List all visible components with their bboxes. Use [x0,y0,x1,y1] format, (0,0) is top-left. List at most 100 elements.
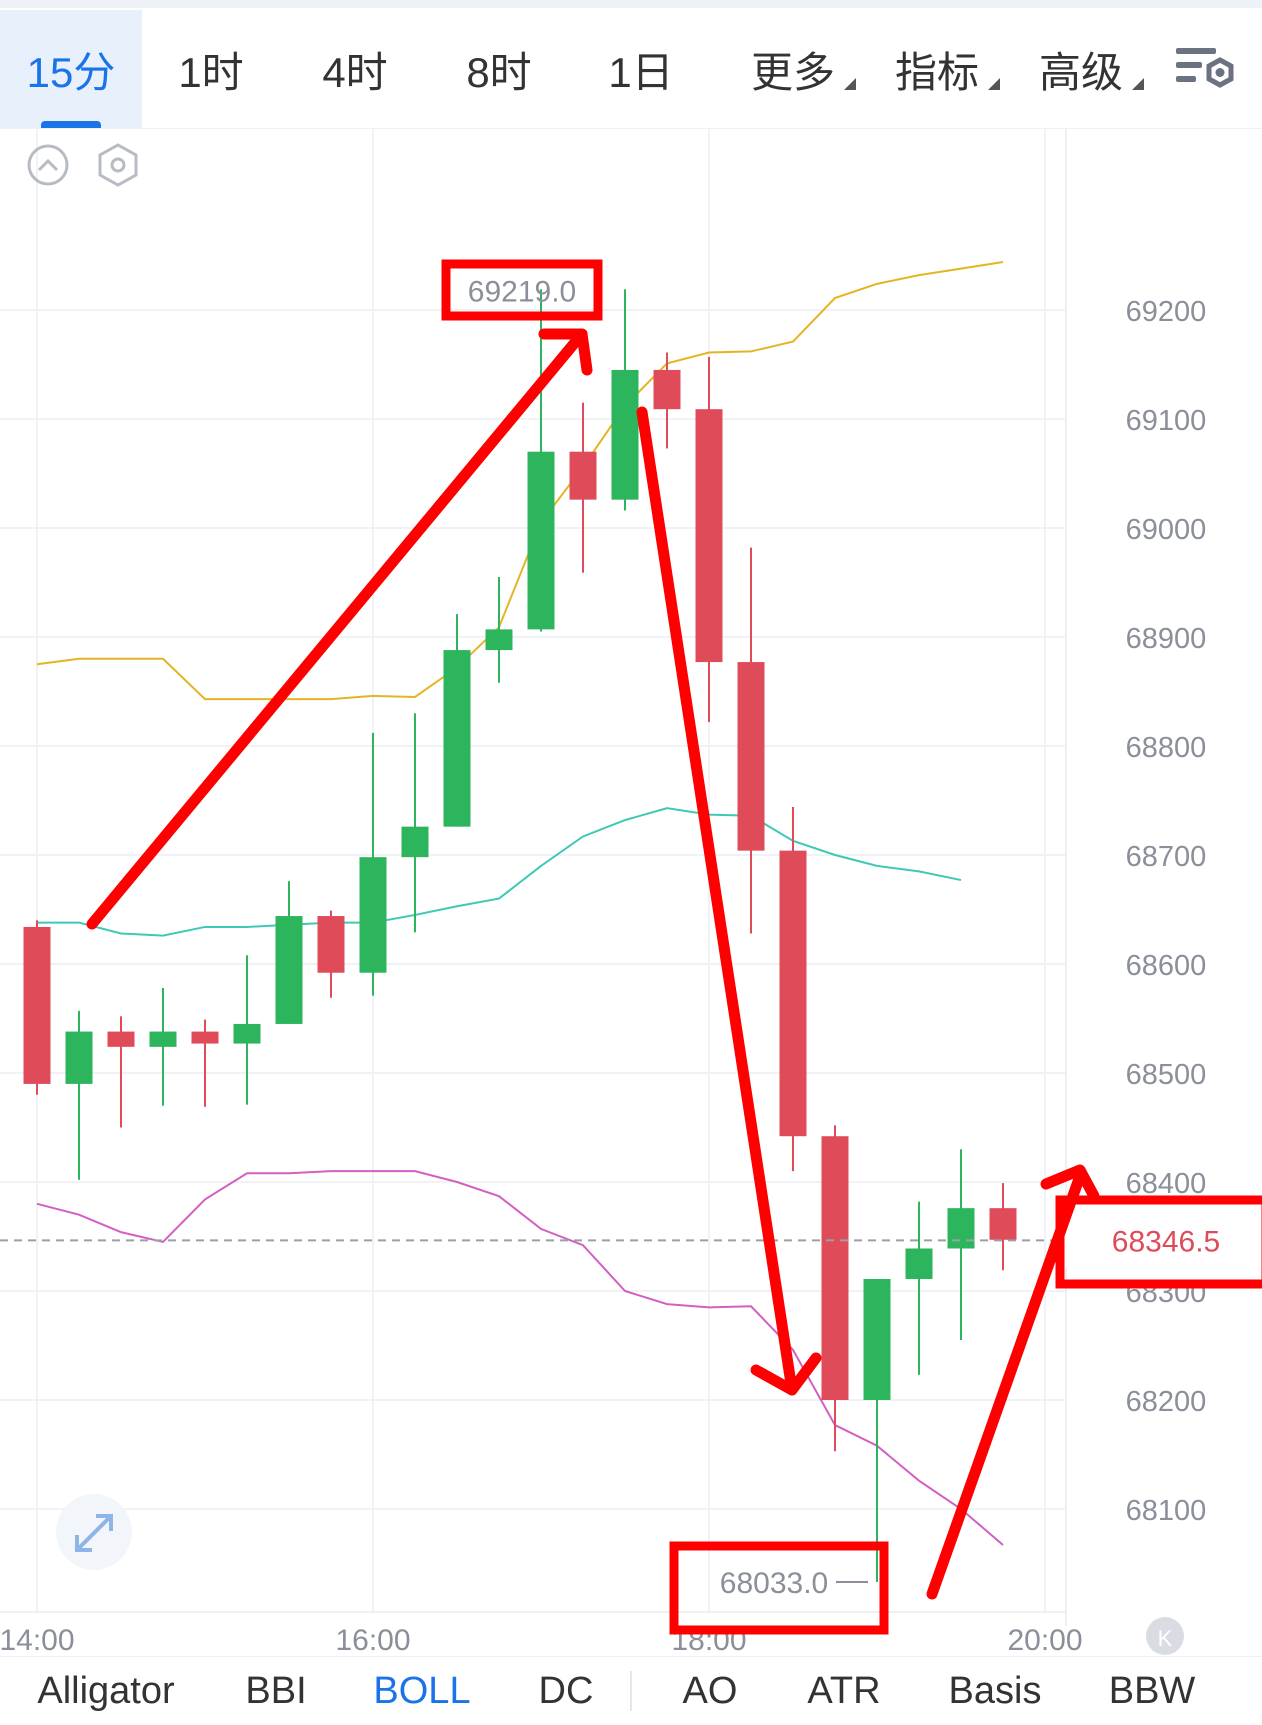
candle-body [233,1023,261,1044]
candle-body [695,409,723,663]
timeframe-bar: 15分 1时 4时 8时 1日 更多 指标 高级 [0,0,1262,129]
hexagon-gear-icon[interactable] [98,143,138,187]
candle [191,1019,219,1107]
candle [569,402,597,573]
indicator-atr[interactable]: ATR [784,1657,904,1725]
tab-15min[interactable]: 15分 [0,10,142,128]
candle [821,1125,849,1452]
boll-bands [36,261,1004,1546]
chart-settings-icon[interactable] [1170,40,1240,100]
indicator-label: AO [682,1669,738,1712]
tab-label: 1日 [608,48,674,96]
candle-body [23,926,51,1084]
candle-body [821,1136,849,1400]
tab-more-dropdown[interactable]: 更多 [728,10,858,128]
candle [905,1201,933,1375]
tab-indicators-dropdown[interactable]: 指标 [872,10,1002,128]
chart-grid [0,128,1066,1612]
indicator-alligator[interactable]: Alligator [20,1657,192,1725]
candle [65,1010,93,1180]
candle [401,713,429,933]
candle [149,987,177,1106]
boll-middle-line [37,807,962,937]
candle [233,955,261,1105]
candle-body [989,1208,1017,1240]
indicator-label: ATR [807,1669,881,1712]
dropdown-corner-icon [844,78,856,90]
tab-1h[interactable]: 1时 [146,10,276,128]
candle-body [527,451,555,630]
candle-body [779,850,807,1137]
down-arrow-annotation [636,406,822,1396]
tab-label: 指标 [894,48,979,96]
price-tick-label: 68900 [1126,623,1207,655]
indicator-label: Basis [948,1669,1042,1712]
candle [947,1149,975,1341]
indicator-label: BBW [1108,1669,1196,1712]
indicator-boll[interactable]: BOLL [360,1657,484,1725]
candle [443,614,471,827]
tab-8h[interactable]: 8时 [434,10,564,128]
price-axis: 69200 69100 69000 68900 68800 68700 68600 68500… [1126,296,1207,1527]
indicator-label: BBI [245,1669,307,1712]
candle [359,732,387,996]
indicator-bbi[interactable]: BBI [220,1657,332,1725]
boll-lower-line [36,1170,1004,1546]
indicator-ao[interactable]: AO [654,1657,766,1725]
tab-4h[interactable]: 4时 [290,10,420,128]
candle [527,289,555,632]
candle [653,352,681,449]
candle [611,289,639,511]
candle [317,910,345,998]
high-annotation-box [441,259,603,321]
price-tick-label: 68200 [1126,1386,1207,1418]
price-tick-label: 68100 [1126,1495,1207,1527]
indicator-basis[interactable]: Basis [930,1657,1060,1725]
current-price-tag [1062,1212,1262,1269]
indicator-bar: Alligator BBI BOLL DC AO ATR Basis BBW [0,1656,1262,1725]
price-tick-label: 69200 [1126,296,1207,328]
up-arrow-annotation [86,328,593,930]
boll-upper-line [36,261,1004,701]
chevron-up-circle-icon[interactable] [27,144,69,186]
candle-body [443,650,471,827]
tab-label: 高级 [1038,48,1123,96]
price-tick-label: 68400 [1126,1168,1207,1200]
candle-body [947,1208,975,1249]
scroll-to-latest-icon[interactable]: K [1146,1617,1184,1655]
price-tick-label: 69100 [1126,405,1207,437]
price-tick-label: 68700 [1126,841,1207,873]
expand-arrows-icon[interactable] [56,1494,132,1570]
candle-body [359,857,387,973]
candle [779,807,807,1172]
time-tick-label: 20:00 [1007,1624,1082,1656]
candle [863,1279,891,1583]
indicator-dc[interactable]: DC [510,1657,622,1725]
current-price-label: 68346.5 [1112,1225,1220,1258]
candle-body [569,451,597,500]
indicator-label: BOLL [373,1669,471,1712]
candlestick-chart[interactable]: 69200 69100 69000 68900 68800 68700 68600 68500… [0,128,1262,1656]
time-axis: 14:00 16:00 18:00 20:00 [0,1624,1083,1656]
low-price-label: 68033.0 [720,1567,828,1600]
status-strip [0,0,1262,8]
dropdown-corner-icon [988,78,1000,90]
tab-label: 4时 [322,48,388,96]
tab-1d[interactable]: 1日 [576,10,706,128]
price-tick-label: 68800 [1126,732,1207,764]
candle-body [275,916,303,1024]
tab-advanced-dropdown[interactable]: 高级 [1016,10,1146,128]
candle [989,1183,1017,1271]
indicator-bbw[interactable]: BBW [1090,1657,1214,1725]
indicator-divider [630,1671,632,1711]
candles [23,289,1017,1583]
tab-label: 1时 [178,48,244,96]
tab-label: 更多 [750,48,835,96]
active-tab-indicator [41,121,101,128]
price-tick-label: 68600 [1126,950,1207,982]
candle-body [107,1031,135,1047]
candle-body [905,1248,933,1280]
candle-body [611,369,639,500]
candle [107,1016,135,1128]
candle-body [653,369,681,410]
